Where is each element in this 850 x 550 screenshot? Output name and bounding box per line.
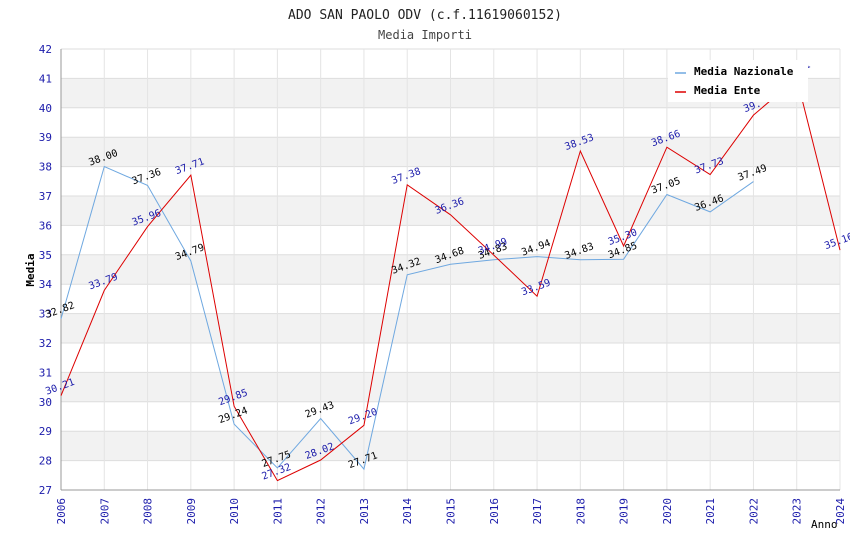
legend-box xyxy=(668,60,808,102)
legend-label-nazionale: Media Nazionale xyxy=(694,65,794,78)
chart-subtitle: Media Importi xyxy=(378,28,472,42)
x-tick-label: 2017 xyxy=(531,498,544,525)
y-tick-label: 39 xyxy=(39,131,52,144)
y-tick-label: 42 xyxy=(39,43,52,56)
x-tick-label: 2014 xyxy=(401,498,414,525)
y-tick-label: 36 xyxy=(39,219,52,232)
series-line-0 xyxy=(60,165,754,471)
data-label: 37.05 xyxy=(650,176,682,197)
x-axis-label: Anno xyxy=(811,518,838,531)
y-tick-label: 35 xyxy=(39,249,52,262)
x-tick-label: 2022 xyxy=(747,498,760,525)
y-tick-label: 32 xyxy=(39,337,52,350)
axes xyxy=(60,49,840,491)
y-tick-labels: 27 28 29 30 31 32 33 34 35 36 37 38 39 40 41 42 xyxy=(39,43,53,497)
x-tick-label: 2015 xyxy=(445,498,458,525)
y-tick-label: 31 xyxy=(39,366,52,379)
x-tick-label: 2018 xyxy=(574,498,587,525)
series-lines xyxy=(60,77,841,482)
legend: Media Nazionale Media Ente xyxy=(668,60,808,102)
x-tick-label: 2006 xyxy=(55,498,68,525)
y-tick-label: 38 xyxy=(39,161,52,174)
x-tick-label: 2023 xyxy=(791,498,804,525)
x-tick-label: 2024 xyxy=(834,498,847,525)
x-tick-label: 2012 xyxy=(315,498,328,525)
data-label: 29.43 xyxy=(304,400,336,421)
x-tick-label: 2019 xyxy=(618,498,631,525)
x-tick-label: 2011 xyxy=(271,498,284,525)
y-tick-label: 34 xyxy=(39,278,53,291)
data-label: 29.24 xyxy=(217,405,249,426)
x-tick-label: 2007 xyxy=(98,498,111,525)
x-tick-label: 2021 xyxy=(704,498,717,525)
y-tick-label: 37 xyxy=(39,190,52,203)
x-tick-label: 2016 xyxy=(488,498,501,525)
chart-title: ADO SAN PAOLO ODV (c.f.11619060152) xyxy=(288,8,562,23)
y-tick-label: 30 xyxy=(39,396,52,409)
x-tick-label: 2013 xyxy=(358,498,371,525)
x-tick-label: 2010 xyxy=(228,498,241,525)
x-tick-label: 2020 xyxy=(661,498,674,525)
y-tick-label: 27 xyxy=(39,484,52,497)
y-tick-label: 29 xyxy=(39,425,52,438)
x-tick-label: 2008 xyxy=(142,498,155,525)
x-tick-label: 2009 xyxy=(185,498,198,525)
legend-label-ente: Media Ente xyxy=(694,84,761,97)
series-line-1 xyxy=(60,77,841,482)
y-tick-label: 33 xyxy=(39,308,52,321)
y-tick-label: 41 xyxy=(39,72,52,85)
data-label: 37.38 xyxy=(390,166,422,187)
x-tick-labels: 2006 2007 2008 2009 2010 2011 2012 2013 2014 2015… xyxy=(55,498,847,525)
y-tick-label: 28 xyxy=(39,455,52,468)
data-label: 37.36 xyxy=(131,167,163,188)
y-axis-label: Media xyxy=(24,253,37,286)
y-tick-label: 40 xyxy=(39,102,52,115)
